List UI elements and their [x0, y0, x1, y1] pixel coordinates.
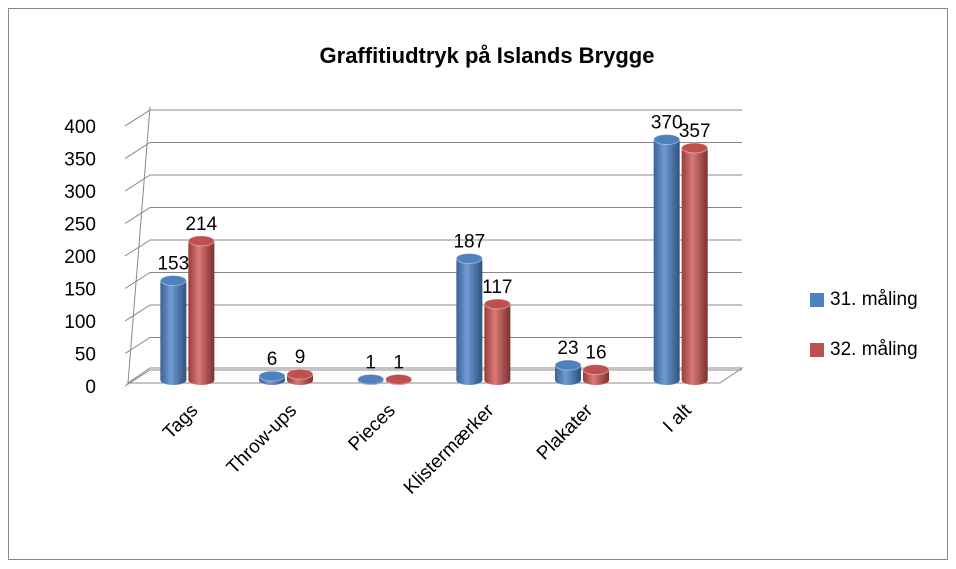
bar-part — [258, 370, 286, 382]
value-label: 23 — [557, 338, 578, 359]
bar-part — [681, 147, 708, 380]
bar — [187, 235, 215, 385]
bar — [385, 373, 413, 385]
bar — [653, 134, 681, 385]
y-tick-label: 350 — [64, 150, 96, 171]
back-wall-edge — [127, 106, 151, 384]
grid-line — [124, 239, 742, 257]
bar-part — [653, 134, 681, 145]
bar-part — [159, 275, 187, 287]
value-label: 370 — [651, 113, 683, 134]
legend-swatch — [810, 343, 824, 357]
y-tick-label: 50 — [75, 345, 96, 366]
bar-part — [456, 258, 483, 380]
grid-line — [124, 207, 742, 224]
value-label: 9 — [295, 347, 306, 368]
bar — [681, 142, 709, 385]
bar-part — [483, 298, 511, 310]
bar-part — [385, 373, 413, 385]
bar-part — [187, 235, 215, 247]
grid-line — [124, 337, 742, 354]
grid-line — [124, 272, 742, 289]
value-label: 6 — [267, 349, 278, 370]
bar-part — [681, 142, 709, 154]
bar — [582, 364, 610, 385]
bar-part — [188, 240, 215, 380]
grid-line — [124, 142, 742, 159]
value-label: 187 — [453, 231, 485, 252]
bar-part — [455, 252, 483, 264]
bar — [554, 359, 582, 385]
grid-line — [124, 174, 742, 192]
y-tick-label: 100 — [64, 312, 96, 333]
grid-line — [124, 304, 742, 322]
bar-part — [554, 359, 582, 371]
bar — [483, 298, 511, 385]
chart-title: Graffitiudtryk på Islands Brygge — [320, 43, 655, 68]
bar — [357, 373, 385, 385]
bar — [286, 368, 314, 385]
bar-part — [582, 364, 610, 376]
y-tick-label: 400 — [64, 117, 96, 138]
y-tick-label: 0 — [85, 377, 96, 398]
bar-part — [484, 303, 511, 380]
y-tick-label: 150 — [64, 280, 96, 301]
value-label: 153 — [157, 254, 189, 275]
value-label: 1 — [393, 352, 404, 373]
bar-part — [160, 280, 187, 380]
bar — [258, 370, 286, 385]
grid-line — [124, 109, 742, 127]
y-tick-label: 250 — [64, 215, 96, 236]
value-label: 214 — [185, 214, 217, 235]
bar — [159, 275, 187, 385]
value-label: 16 — [585, 343, 606, 364]
legend-swatch — [810, 293, 824, 307]
value-label: 117 — [482, 277, 512, 298]
bar-part — [286, 368, 314, 380]
bar-part — [583, 369, 609, 380]
bar — [455, 252, 483, 385]
legend-label: 32. måling — [830, 339, 918, 360]
value-label: 357 — [679, 121, 711, 142]
grid-line — [124, 369, 742, 387]
y-tick-label: 300 — [64, 182, 96, 203]
bar-part — [357, 373, 385, 385]
y-tick-label: 200 — [64, 247, 96, 268]
bar-part — [653, 139, 680, 380]
legend-label: 31. måling — [830, 289, 918, 310]
value-label: 1 — [365, 352, 376, 373]
